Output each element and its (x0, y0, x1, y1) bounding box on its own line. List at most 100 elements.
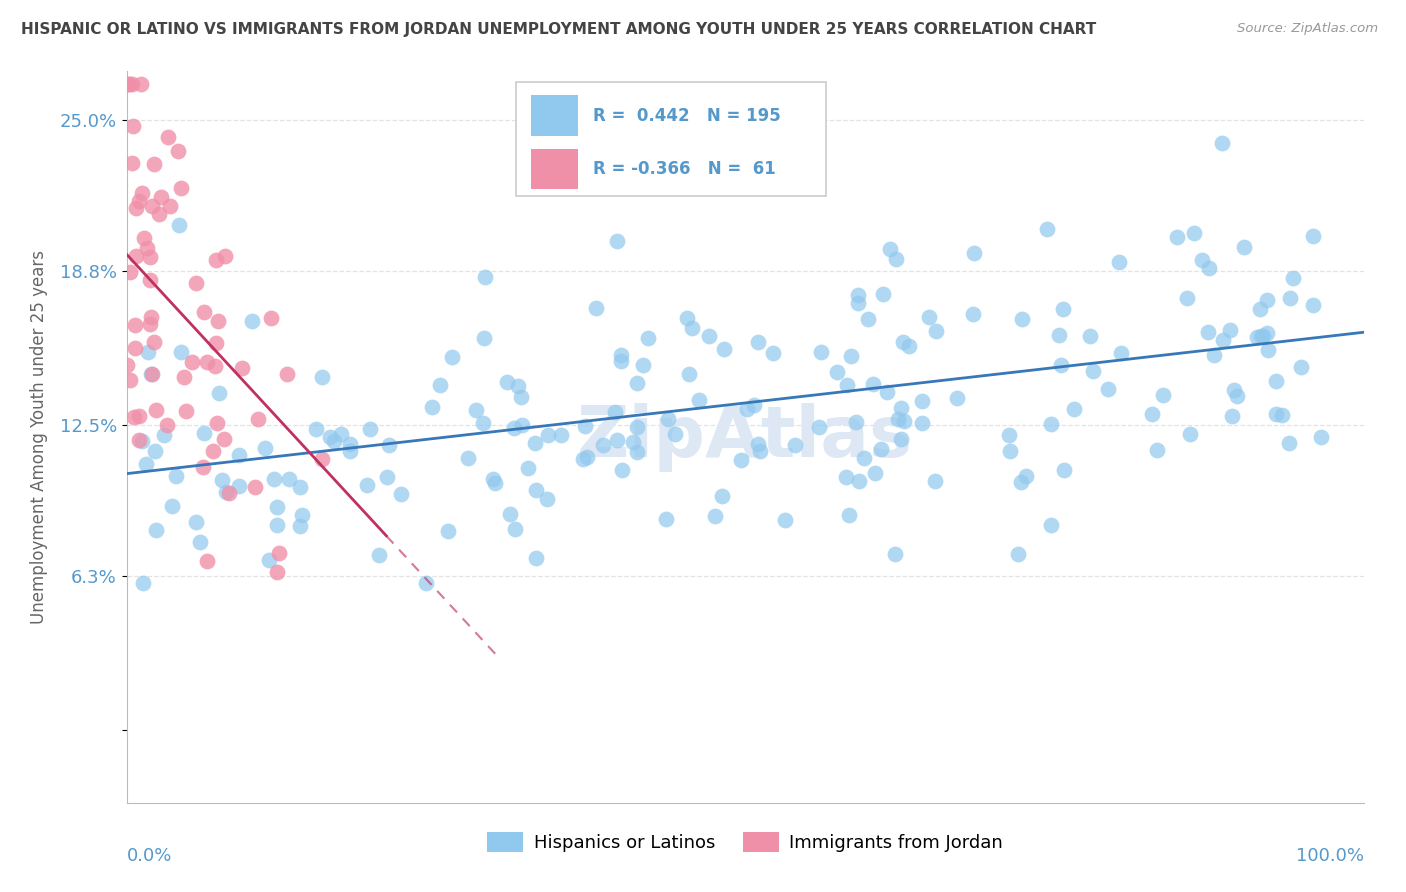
Point (208, 385, 231, 400)
Point (879, 243, 901, 257)
Point (711, 489, 734, 503)
Point (863, 466, 886, 480)
Point (415, 576, 437, 591)
Point (890, 401, 912, 415)
Point (128, 194, 150, 208)
Point (167, 144, 190, 158)
Point (125, 249, 148, 263)
Point (603, 405, 626, 419)
Point (142, 334, 165, 349)
Point (117, 77, 139, 91)
Point (148, 207, 170, 221)
Point (1109, 346, 1132, 360)
Point (170, 345, 193, 359)
Point (496, 375, 519, 389)
Point (1302, 298, 1324, 312)
Point (131, 434, 153, 448)
Point (911, 416, 934, 430)
Point (121, 77, 143, 91)
Point (121, 156, 143, 170)
Point (457, 450, 479, 465)
Point (246, 412, 269, 426)
Point (610, 354, 633, 368)
Point (474, 269, 496, 284)
Text: R =  0.442   N = 195: R = 0.442 N = 195 (593, 107, 780, 125)
Point (1097, 382, 1119, 396)
Point (193, 425, 215, 440)
Point (1166, 229, 1188, 244)
Point (735, 402, 758, 417)
Point (524, 436, 547, 450)
Point (184, 276, 207, 290)
Point (429, 377, 451, 392)
Point (156, 418, 179, 433)
Point (139, 273, 162, 287)
Point (260, 310, 283, 325)
Point (228, 478, 250, 492)
Point (891, 335, 914, 350)
Point (655, 512, 678, 526)
Point (160, 499, 183, 513)
Point (1052, 463, 1074, 477)
Point (517, 460, 540, 475)
Text: 100.0%: 100.0% (1296, 847, 1364, 864)
Y-axis label: Unemployment Among Youth under 25 years: Unemployment Among Youth under 25 years (31, 250, 48, 624)
Point (1249, 302, 1271, 317)
Point (606, 234, 628, 248)
Point (257, 553, 280, 567)
Point (510, 418, 533, 433)
Point (499, 508, 522, 522)
Point (1257, 343, 1279, 357)
Point (266, 565, 288, 579)
Point (157, 129, 180, 144)
Point (1223, 383, 1246, 397)
Point (848, 288, 870, 302)
Point (609, 348, 631, 362)
Point (1220, 409, 1243, 423)
Point (472, 330, 495, 344)
FancyBboxPatch shape (531, 95, 578, 136)
Point (129, 77, 152, 91)
Point (1010, 475, 1032, 490)
Point (195, 355, 218, 369)
Point (1219, 323, 1241, 337)
Point (124, 341, 146, 355)
Point (1198, 260, 1220, 275)
Point (1040, 518, 1063, 533)
Text: Source: ZipAtlas.com: Source: ZipAtlas.com (1237, 22, 1378, 36)
Point (131, 186, 153, 200)
Point (536, 491, 558, 506)
Point (339, 444, 361, 458)
Point (657, 412, 679, 426)
Point (862, 376, 884, 391)
Point (925, 324, 948, 338)
Point (839, 349, 862, 363)
Point (170, 181, 193, 195)
Point (368, 549, 391, 563)
Text: R = -0.366   N =  61: R = -0.366 N = 61 (593, 160, 776, 178)
Point (681, 320, 703, 334)
Point (141, 199, 163, 213)
Point (1264, 407, 1286, 421)
Point (139, 250, 162, 264)
Point (1146, 442, 1168, 457)
Point (1050, 358, 1073, 372)
Point (508, 379, 530, 393)
FancyBboxPatch shape (531, 149, 578, 189)
Point (631, 358, 654, 372)
Point (243, 480, 266, 494)
Point (845, 415, 868, 429)
Point (825, 365, 848, 379)
Point (1175, 291, 1198, 305)
Point (375, 470, 398, 484)
Point (1265, 374, 1288, 388)
Point (998, 428, 1021, 442)
Point (1302, 229, 1324, 244)
Point (253, 441, 276, 455)
FancyBboxPatch shape (516, 82, 825, 195)
Point (378, 438, 401, 452)
Point (713, 342, 735, 356)
Point (145, 402, 167, 417)
Point (576, 450, 599, 464)
Point (872, 287, 894, 301)
